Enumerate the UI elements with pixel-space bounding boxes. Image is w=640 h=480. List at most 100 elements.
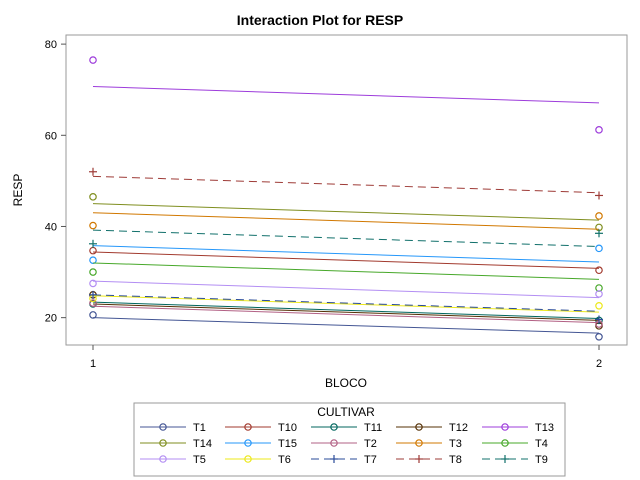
data-point-t7 bbox=[330, 455, 338, 463]
y-tick-label: 40 bbox=[45, 221, 57, 233]
legend-label: T5 bbox=[193, 454, 206, 466]
x-tick-label: 1 bbox=[90, 358, 96, 370]
legend: T1 T10 T11 T12 T13 T14 T15 T2 T3 T4 T5 T6 T7 T8 T9 bbox=[140, 422, 554, 466]
x-tick-label: 2 bbox=[596, 358, 602, 370]
series-t10 bbox=[89, 246, 603, 275]
legend-item-t15: T15 bbox=[225, 438, 297, 450]
data-point-t7 bbox=[89, 290, 97, 299]
legend-item-t14: T14 bbox=[140, 438, 212, 450]
legend-item-t13: T13 bbox=[482, 422, 554, 434]
legend-label: T15 bbox=[278, 438, 297, 450]
data-point-t8 bbox=[415, 455, 423, 463]
data-point-t5 bbox=[89, 279, 97, 288]
legend-item-t2: T2 bbox=[311, 438, 377, 450]
data-point-t6 bbox=[595, 301, 603, 310]
legend-title: CULTIVAR bbox=[317, 405, 375, 419]
data-point-t4 bbox=[501, 439, 509, 447]
series-t14 bbox=[89, 193, 603, 232]
data-point-t8 bbox=[595, 191, 603, 200]
series-line-t9 bbox=[92, 229, 600, 248]
series-t3 bbox=[89, 212, 603, 230]
chart-title: Interaction Plot for RESP bbox=[237, 12, 403, 28]
legend-label: T6 bbox=[278, 454, 291, 466]
series-line-t15 bbox=[92, 245, 600, 263]
series-line-t4 bbox=[92, 262, 600, 280]
data-point-t13 bbox=[595, 126, 603, 134]
legend-item-t1: T1 bbox=[140, 422, 206, 434]
legend-item-t10: T10 bbox=[225, 422, 297, 434]
legend-box bbox=[133, 402, 566, 477]
data-point-t4 bbox=[89, 268, 97, 276]
legend-label: T4 bbox=[535, 438, 548, 450]
series-t7 bbox=[89, 290, 603, 324]
series-t1 bbox=[89, 311, 603, 341]
series-line-t5 bbox=[92, 280, 600, 299]
data-point-t15 bbox=[244, 439, 252, 447]
data-point-t12 bbox=[415, 423, 423, 431]
data-point-t9 bbox=[501, 455, 509, 463]
y-axis: 20 40 60 80 bbox=[45, 39, 66, 325]
legend-label: T11 bbox=[364, 422, 382, 434]
data-point-t5 bbox=[595, 290, 603, 298]
data-point-t3 bbox=[415, 439, 423, 447]
data-point-t2 bbox=[89, 299, 97, 307]
data-point-t1 bbox=[595, 332, 603, 341]
y-tick-label: 20 bbox=[45, 313, 57, 325]
y-tick-label: 60 bbox=[45, 130, 57, 142]
data-point-t3 bbox=[595, 212, 603, 220]
x-axis-label: BLOCO bbox=[325, 376, 367, 390]
series-layer bbox=[89, 56, 603, 341]
legend-item-t4: T4 bbox=[482, 438, 548, 450]
data-point-t8 bbox=[89, 167, 97, 176]
y-tick-label: 80 bbox=[45, 39, 57, 51]
series-t13 bbox=[89, 56, 603, 134]
data-point-t1 bbox=[89, 311, 97, 319]
series-line-t12 bbox=[92, 303, 600, 321]
legend-item-t3: T3 bbox=[396, 438, 462, 450]
series-line-t1 bbox=[92, 317, 600, 334]
legend-label: T9 bbox=[535, 454, 548, 466]
data-point-t6 bbox=[244, 455, 252, 463]
data-point-t7 bbox=[595, 315, 603, 324]
series-line-t10 bbox=[92, 251, 600, 269]
data-point-t13 bbox=[501, 423, 509, 431]
legend-label: T1 bbox=[193, 422, 206, 434]
series-line-t13 bbox=[92, 86, 600, 104]
legend-label: T10 bbox=[278, 422, 297, 434]
data-point-t14 bbox=[159, 439, 167, 447]
legend-item-t11: T11 bbox=[311, 422, 382, 434]
data-point-t10 bbox=[595, 266, 603, 275]
data-point-t1 bbox=[159, 423, 167, 431]
series-t8 bbox=[89, 167, 603, 200]
data-point-t15 bbox=[595, 244, 603, 253]
series-line-t6 bbox=[92, 295, 600, 313]
series-line-t3 bbox=[92, 212, 600, 230]
data-point-t2 bbox=[330, 439, 338, 447]
data-point-t14 bbox=[89, 193, 97, 201]
legend-item-t6: T6 bbox=[225, 454, 291, 466]
legend-item-t12: T12 bbox=[396, 422, 468, 434]
legend-label: T12 bbox=[449, 422, 468, 434]
legend-label: T8 bbox=[449, 454, 462, 466]
data-point-t11 bbox=[330, 423, 338, 431]
data-point-t5 bbox=[159, 455, 167, 463]
legend-item-t5: T5 bbox=[140, 454, 206, 466]
legend-item-t8: T8 bbox=[396, 454, 462, 466]
legend-label: T7 bbox=[364, 454, 377, 466]
data-point-t10 bbox=[244, 423, 252, 431]
legend-label: T13 bbox=[535, 422, 554, 434]
series-line-t7 bbox=[92, 294, 600, 312]
series-t4 bbox=[89, 262, 603, 292]
legend-item-t9: T9 bbox=[482, 454, 548, 466]
legend-label: T14 bbox=[193, 438, 212, 450]
series-t5 bbox=[89, 279, 603, 299]
data-point-t9 bbox=[595, 229, 603, 238]
legend-label: T3 bbox=[449, 438, 462, 450]
series-t9 bbox=[89, 229, 603, 248]
data-point-t13 bbox=[89, 56, 97, 64]
plot-area bbox=[65, 34, 628, 346]
legend-item-t7: T7 bbox=[311, 454, 377, 466]
series-line-t14 bbox=[92, 203, 600, 221]
